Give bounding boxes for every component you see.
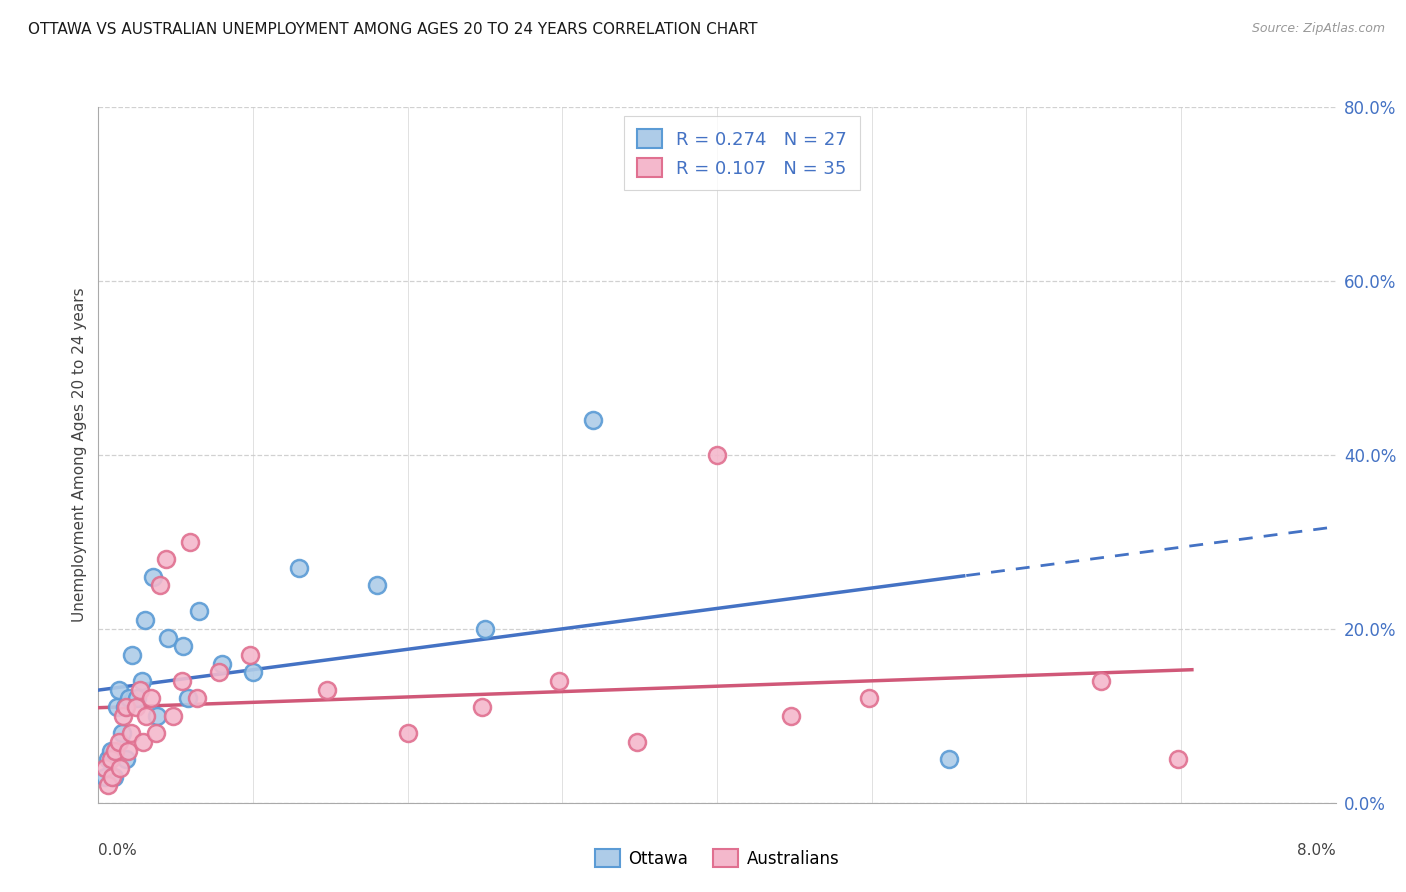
Point [179,534,201,549]
Point [134,613,156,627]
Point [780,708,803,723]
Point [706,448,728,462]
Point [103,770,125,784]
Point [548,674,571,689]
Point [211,657,233,671]
Text: Source: ZipAtlas.com: Source: ZipAtlas.com [1251,22,1385,36]
Point [93,761,115,775]
Point [97,778,120,792]
Point [1167,752,1189,766]
Point [208,665,231,680]
Point [120,726,142,740]
Text: 8.0%: 8.0% [1296,843,1336,858]
Point [101,770,124,784]
Point [117,744,139,758]
Point [121,648,143,662]
Point [100,752,122,766]
Point [157,631,180,645]
Point [474,622,496,636]
Point [242,665,264,680]
Point [173,639,195,653]
Point [471,700,494,714]
Text: OTTAWA VS AUSTRALIAN UNEMPLOYMENT AMONG AGES 20 TO 24 YEARS CORRELATION CHART: OTTAWA VS AUSTRALIAN UNEMPLOYMENT AMONG … [28,22,758,37]
Point [131,674,153,689]
Point [149,578,172,592]
Point [188,605,211,619]
Point [114,700,136,714]
Legend: Ottawa, Australians: Ottawa, Australians [588,842,846,874]
Point [146,708,169,723]
Point [366,578,388,592]
Point [100,744,122,758]
Point [145,726,167,740]
Point [396,726,419,740]
Point [112,708,135,723]
Point [93,770,115,784]
Point [115,752,138,766]
Point [582,413,605,427]
Point [316,682,339,697]
Point [170,674,193,689]
Point [129,682,152,697]
Point [132,735,155,749]
Point [288,561,311,575]
Point [111,726,134,740]
Point [186,691,208,706]
Point [139,691,162,706]
Point [97,752,120,766]
Point [162,708,184,723]
Text: 0.0%: 0.0% [98,843,138,858]
Point [135,708,157,723]
Point [155,552,177,566]
Point [105,700,128,714]
Point [107,682,129,697]
Point [107,735,129,749]
Point [626,735,648,749]
Point [115,700,138,714]
Point [938,752,960,766]
Point [1090,674,1112,689]
Point [104,744,127,758]
Point [108,761,131,775]
Point [118,691,141,706]
Point [239,648,262,662]
Point [127,691,149,706]
Point [124,700,146,714]
Y-axis label: Unemployment Among Ages 20 to 24 years: Unemployment Among Ages 20 to 24 years [72,287,87,623]
Point [177,691,200,706]
Point [858,691,880,706]
Point [141,570,165,584]
